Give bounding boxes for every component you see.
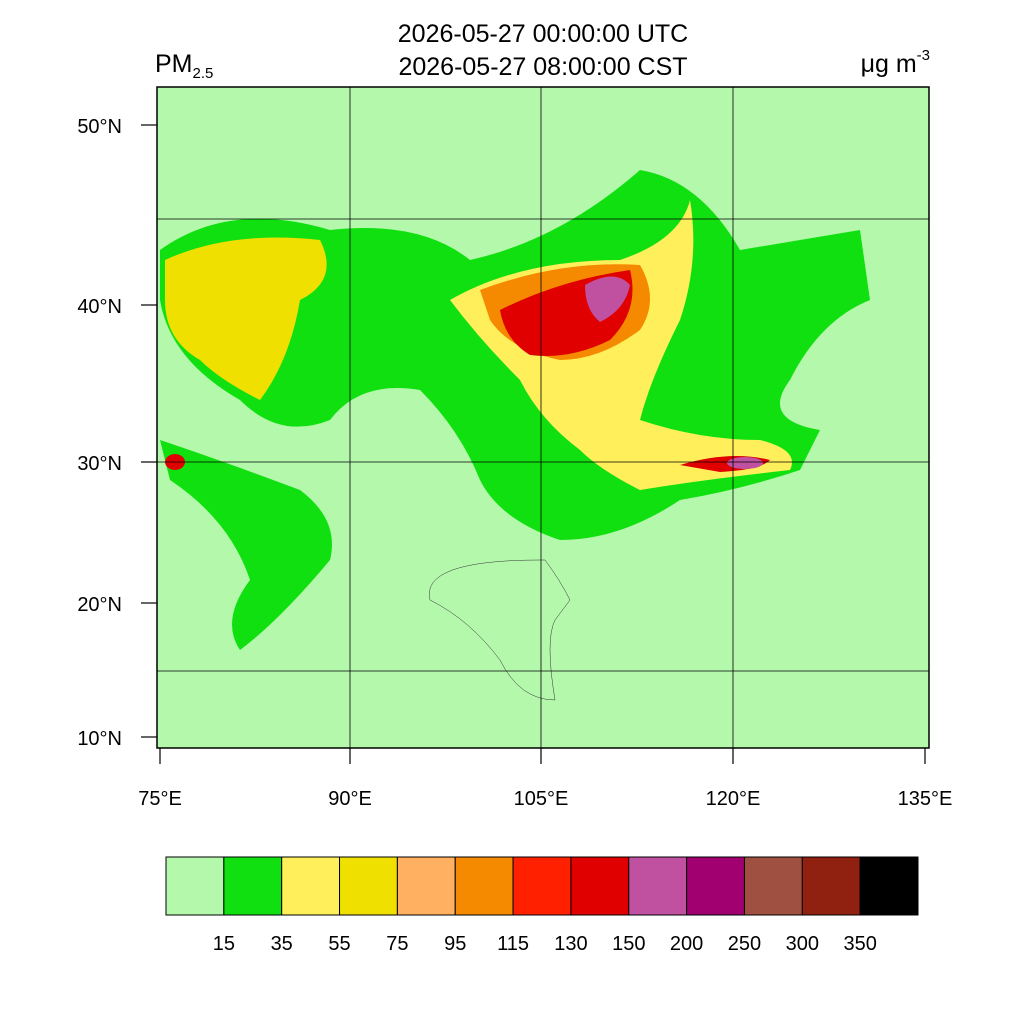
lon-tick-label: 105°E [514, 788, 569, 810]
colorbar-box [396, 856, 456, 916]
colorbar-box [454, 856, 514, 916]
lon-tick-label: 90°E [328, 788, 372, 810]
colorbar-label: 55 [328, 933, 350, 955]
region [165, 237, 327, 400]
colorbar-box [281, 856, 341, 916]
units-superscript: -3 [917, 47, 930, 64]
lon-tick-label: 75°E [138, 788, 182, 810]
colorbar-label: 115 [497, 933, 529, 955]
colorbar-box [570, 856, 630, 916]
map [157, 87, 929, 748]
variable-text: PM [155, 50, 193, 78]
region [160, 440, 332, 650]
colorbar-label: 300 [786, 933, 819, 955]
lat-tick-label: 50°N [77, 116, 122, 138]
colorbar-box [859, 856, 919, 916]
colorbar-box [165, 856, 225, 916]
colorbar-label: 350 [843, 933, 876, 955]
colorbar-label: 250 [728, 933, 761, 955]
colorbar-label: 200 [670, 933, 703, 955]
lon-tick-label: 120°E [706, 788, 761, 810]
units-text: μg m [861, 50, 917, 78]
colorbar-box [686, 856, 745, 916]
colorbar-label: 150 [612, 933, 645, 955]
region [450, 200, 792, 490]
colorbar-box [223, 856, 283, 916]
colorbar: 15 35 55 75 95 115 130 150 200 250 300 350 [165, 856, 919, 955]
lon-tick-label: 135°E [898, 788, 953, 810]
colorbar-box [743, 856, 803, 916]
region [585, 276, 630, 322]
lat-tick-label: 40°N [77, 296, 122, 318]
colorbar-box [628, 856, 688, 916]
lat-tick-label: 10°N [77, 728, 122, 750]
map-frame [156, 86, 930, 749]
colorbar-box [512, 856, 572, 916]
colorbar-label: 95 [444, 933, 466, 955]
colorbar-label: 15 [213, 933, 235, 955]
colorbar-label: 130 [554, 933, 587, 955]
units-label: μg m-3 [861, 47, 930, 78]
colorbar-label: 75 [386, 933, 408, 955]
colorbar-box [339, 856, 398, 916]
colorbar-box [801, 856, 861, 916]
title-line: 2026-05-27 00:00:00 UTC [398, 20, 688, 48]
title-line: 2026-05-27 08:00:00 CST [398, 53, 687, 81]
axes: 50°N 40°N 30°N 20°N 10°N 75°E 90°E 105°E 120°E 13… [77, 116, 952, 810]
lat-tick-label: 20°N [77, 594, 122, 616]
coast [428, 559, 571, 701]
variable-label: PM2.5 [155, 50, 213, 82]
lat-tick-label: 30°N [77, 453, 122, 475]
region [727, 457, 763, 469]
colorbar-label: 35 [271, 933, 293, 955]
variable-subscript: 2.5 [193, 65, 214, 82]
